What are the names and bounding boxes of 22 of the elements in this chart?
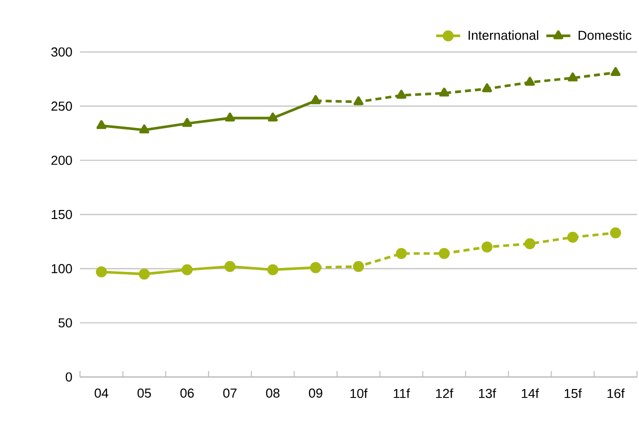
x-tick-label: 10f (350, 388, 368, 398)
x-tick-label: 16f (608, 388, 625, 398)
y-tick-label: 50 (58, 318, 72, 328)
y-tick-label: 300 (51, 47, 72, 57)
x-tick-label: 05 (138, 388, 151, 398)
x-tick-label: 13f (478, 388, 496, 398)
x-tick-label: 04 (94, 388, 108, 398)
x-tick-label: 06 (180, 388, 194, 398)
legend-label: Domestic (578, 30, 632, 40)
x-tick-label: 15f (564, 388, 582, 398)
x-tick-label: 09 (308, 388, 322, 398)
x-tick-label: 12f (436, 388, 454, 398)
x-tick-label: 11f (394, 388, 410, 398)
y-tick-label: 0 (66, 372, 72, 382)
legend-label: International (468, 30, 538, 40)
x-tick-label: 07 (223, 388, 237, 398)
y-tick-label: 250 (51, 102, 72, 111)
y-tick-label: 100 (52, 264, 72, 274)
y-tick-label: 200 (51, 156, 72, 165)
y-tick-label: 150 (52, 210, 72, 220)
x-tick-label: 14f (522, 388, 539, 398)
x-tick-label: 08 (266, 388, 280, 398)
